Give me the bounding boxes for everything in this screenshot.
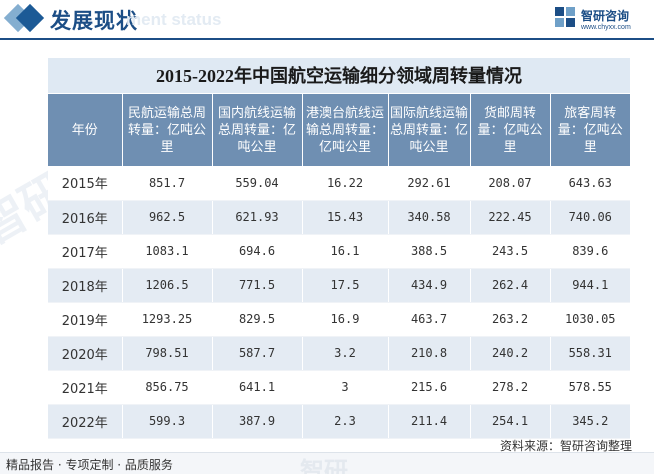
table-cell: 3.2 xyxy=(302,336,389,371)
table-cell: 3 xyxy=(302,370,389,405)
year-cell: 2022年 xyxy=(48,404,123,439)
table-cell: 1083.1 xyxy=(122,234,213,269)
year-cell: 2016年 xyxy=(48,200,123,235)
table-cell: 388.5 xyxy=(388,234,471,269)
column-header: 旅客周转量：亿吨公里 xyxy=(550,94,630,166)
table-cell: 463.7 xyxy=(388,302,471,337)
table-cell: 263.2 xyxy=(470,302,551,337)
table-cell: 16.9 xyxy=(302,302,389,337)
year-cell: 2015年 xyxy=(48,166,123,201)
table-row: 2018年 1206.5 771.5 17.5 434.9 262.4 944.… xyxy=(48,268,630,303)
table-cell: 1030.05 xyxy=(550,302,630,337)
table-cell: 856.75 xyxy=(122,370,213,405)
header-divider xyxy=(0,38,654,40)
table-cell: 387.9 xyxy=(212,404,303,439)
year-cell: 2019年 xyxy=(48,302,123,337)
table-cell: 798.51 xyxy=(122,336,213,371)
column-header: 国内航线运输总周转量：亿吨公里 xyxy=(212,94,303,166)
table-cell: 771.5 xyxy=(212,268,303,303)
table-cell: 15.43 xyxy=(302,200,389,235)
table-row: 2020年 798.51 587.7 3.2 210.8 240.2 558.3… xyxy=(48,336,630,371)
year-cell: 2021年 xyxy=(48,370,123,405)
table-cell: 240.2 xyxy=(470,336,551,371)
table-row: 2021年 856.75 641.1 3 215.6 278.2 578.55 xyxy=(48,370,630,405)
table-cell: 1293.25 xyxy=(122,302,213,337)
header-ghost-text: ment status xyxy=(126,10,222,29)
table-cell: 559.04 xyxy=(212,166,303,201)
table-cell: 17.5 xyxy=(302,268,389,303)
footer-slogan: 精品报告 · 专项定制 · 品质服务 xyxy=(6,458,173,472)
logo-name: 智研咨询 xyxy=(581,9,630,23)
brand-logo: 智研咨询 www.chyxx.com xyxy=(555,5,649,37)
table-cell: 254.1 xyxy=(470,404,551,439)
column-header: 国际航线运输总周转量：亿吨公里 xyxy=(388,94,471,166)
table-cell: 292.61 xyxy=(388,166,471,201)
table-cell: 278.2 xyxy=(470,370,551,405)
table-cell: 1206.5 xyxy=(122,268,213,303)
page-title: 发展现状 xyxy=(50,9,138,33)
table-cell: 587.7 xyxy=(212,336,303,371)
table-cell: 215.6 xyxy=(388,370,471,405)
page-header: 发展现状 ment status 智研咨询 www.chyxx.com xyxy=(0,0,654,44)
table-cell: 578.55 xyxy=(550,370,630,405)
table-cell: 345.2 xyxy=(550,404,630,439)
table-row: 2019年 1293.25 829.5 16.9 463.7 263.2 103… xyxy=(48,302,630,337)
table-cell: 243.5 xyxy=(470,234,551,269)
diamond-squares-icon xyxy=(3,3,45,33)
table-cell: 222.45 xyxy=(470,200,551,235)
table-cell: 558.31 xyxy=(550,336,630,371)
table-cell: 641.1 xyxy=(212,370,303,405)
table-cell: 210.8 xyxy=(388,336,471,371)
year-cell: 2020年 xyxy=(48,336,123,371)
table-cell: 740.06 xyxy=(550,200,630,235)
table-cell: 643.63 xyxy=(550,166,630,201)
table-cell: 694.6 xyxy=(212,234,303,269)
column-header: 货邮周转量：亿吨公里 xyxy=(470,94,551,166)
table-row: 2015年 851.7 559.04 16.22 292.61 208.07 6… xyxy=(48,166,630,201)
table-cell: 829.5 xyxy=(212,302,303,337)
logo-url: www.chyxx.com xyxy=(581,24,631,31)
column-header-year: 年份 xyxy=(48,94,123,166)
table-cell: 944.1 xyxy=(550,268,630,303)
data-table-container: 2015-2022年中国航空运输细分领域周转量情况 年份 民航运输总周转量：亿吨… xyxy=(48,58,630,439)
column-header: 民航运输总周转量：亿吨公里 xyxy=(122,94,213,166)
table-cell: 340.58 xyxy=(388,200,471,235)
table-cell: 851.7 xyxy=(122,166,213,201)
table-cell: 262.4 xyxy=(470,268,551,303)
year-cell: 2017年 xyxy=(48,234,123,269)
table-cell: 2.3 xyxy=(302,404,389,439)
table-cell: 16.1 xyxy=(302,234,389,269)
table-row: 2016年 962.5 621.93 15.43 340.58 222.45 7… xyxy=(48,200,630,235)
table-cell: 16.22 xyxy=(302,166,389,201)
data-table: 年份 民航运输总周转量：亿吨公里 国内航线运输总周转量：亿吨公里 港澳台航线运输… xyxy=(48,94,630,439)
table-cell: 434.9 xyxy=(388,268,471,303)
logo-mark-icon xyxy=(555,7,577,29)
table-title: 2015-2022年中国航空运输细分领域周转量情况 xyxy=(48,58,630,94)
year-cell: 2018年 xyxy=(48,268,123,303)
footer-ghost-text: 智研 xyxy=(300,457,348,474)
page-footer: 智研 精品报告 · 专项定制 · 品质服务 xyxy=(0,452,654,474)
table-cell: 962.5 xyxy=(122,200,213,235)
table-cell: 839.6 xyxy=(550,234,630,269)
table-cell: 599.3 xyxy=(122,404,213,439)
table-row: 2017年 1083.1 694.6 16.1 388.5 243.5 839.… xyxy=(48,234,630,269)
table-row: 2022年 599.3 387.9 2.3 211.4 254.1 345.2 xyxy=(48,404,630,439)
source-note: 资料来源：智研咨询整理 xyxy=(500,439,633,453)
table-cell: 621.93 xyxy=(212,200,303,235)
table-header-row: 年份 民航运输总周转量：亿吨公里 国内航线运输总周转量：亿吨公里 港澳台航线运输… xyxy=(48,94,630,166)
column-header: 港澳台航线运输总周转量：亿吨公里 xyxy=(302,94,389,166)
table-cell: 208.07 xyxy=(470,166,551,201)
table-cell: 211.4 xyxy=(388,404,471,439)
